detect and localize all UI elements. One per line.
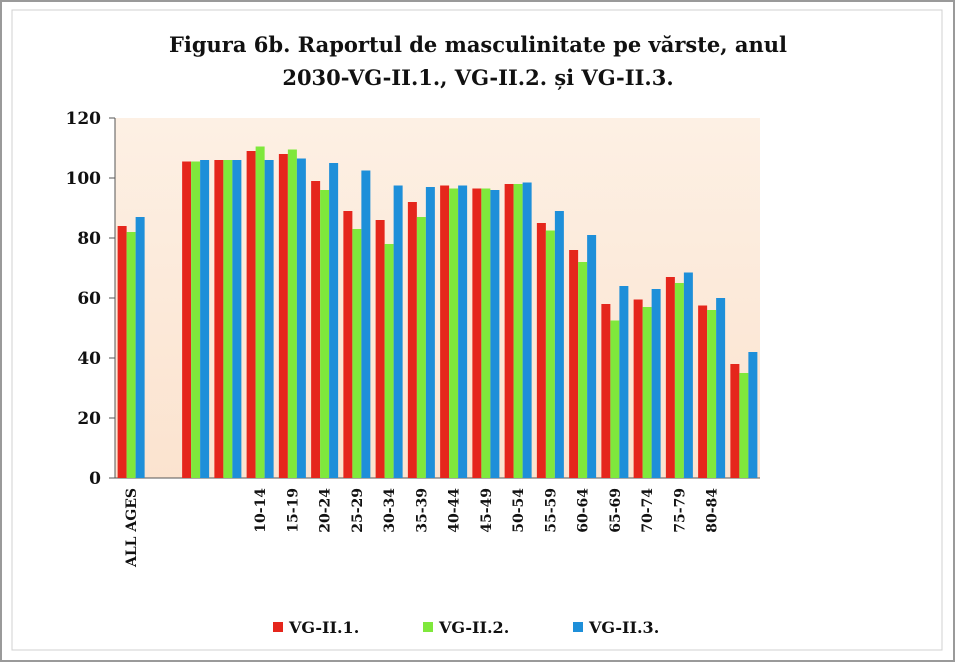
bar bbox=[619, 286, 629, 478]
bar bbox=[329, 163, 339, 478]
bar bbox=[264, 160, 274, 478]
legend-swatch bbox=[573, 622, 583, 632]
bar bbox=[601, 304, 611, 478]
bar bbox=[748, 352, 758, 478]
bar bbox=[416, 217, 426, 478]
bar bbox=[522, 182, 532, 478]
bar bbox=[425, 187, 435, 478]
y-tick-label: 120 bbox=[66, 109, 102, 129]
bar bbox=[296, 158, 306, 478]
bar bbox=[126, 232, 136, 478]
bar bbox=[674, 283, 684, 478]
bar bbox=[554, 211, 564, 478]
bar bbox=[278, 154, 288, 478]
x-tick-label: 30-34 bbox=[382, 488, 398, 533]
bar bbox=[569, 250, 579, 478]
bar bbox=[182, 161, 192, 478]
x-tick-label: 80-84 bbox=[705, 488, 721, 533]
x-tick-label: 40-44 bbox=[447, 488, 463, 533]
x-tick-label: 55-59 bbox=[543, 488, 559, 533]
bar bbox=[449, 188, 459, 478]
y-tick-label: 20 bbox=[77, 409, 101, 429]
bar bbox=[361, 170, 371, 478]
x-tick-label: 20-24 bbox=[318, 488, 334, 533]
bar bbox=[545, 230, 555, 478]
y-tick-label: 40 bbox=[77, 349, 101, 369]
bar bbox=[610, 320, 620, 478]
bar bbox=[587, 235, 597, 478]
x-tick-label: 35-39 bbox=[414, 488, 430, 533]
x-tick-label: 65-69 bbox=[608, 488, 624, 533]
y-tick-label: 100 bbox=[66, 169, 102, 189]
bar bbox=[578, 262, 588, 478]
bar bbox=[384, 244, 394, 478]
bar bbox=[633, 299, 643, 478]
bar bbox=[665, 277, 675, 478]
bar bbox=[200, 160, 210, 478]
chart-title: 2030-VG-II.1., VG-II.2. și VG-II.3. bbox=[282, 65, 673, 90]
bar bbox=[440, 185, 450, 478]
bar bbox=[490, 190, 500, 478]
bar bbox=[458, 185, 468, 478]
bar bbox=[255, 146, 265, 478]
bar bbox=[504, 184, 514, 478]
legend-label: VG-II.2. bbox=[438, 618, 509, 637]
x-tick-label: 10-14 bbox=[253, 488, 269, 533]
bar bbox=[716, 298, 726, 478]
bar bbox=[352, 229, 362, 478]
bar bbox=[513, 184, 523, 478]
bar bbox=[651, 289, 661, 478]
plot-area bbox=[115, 118, 760, 478]
x-tick-label: 25-29 bbox=[350, 488, 366, 533]
bar bbox=[191, 161, 201, 478]
bar bbox=[481, 188, 491, 478]
y-tick-label: 60 bbox=[77, 289, 101, 309]
bar bbox=[407, 202, 417, 478]
bar bbox=[536, 223, 546, 478]
bar bbox=[707, 310, 717, 478]
bar bbox=[642, 307, 652, 478]
bar bbox=[311, 181, 321, 478]
bar bbox=[730, 364, 740, 478]
x-tick-label: 15-19 bbox=[285, 488, 301, 533]
x-tick-label: 45-49 bbox=[479, 488, 495, 533]
bar bbox=[117, 226, 127, 478]
legend-label: VG-II.3. bbox=[588, 618, 659, 637]
y-tick-label: 80 bbox=[77, 229, 101, 249]
x-tick-label: 60-64 bbox=[576, 488, 592, 533]
y-tick-label: 0 bbox=[89, 469, 101, 489]
bar bbox=[232, 160, 242, 478]
bar bbox=[287, 149, 297, 478]
x-tick-label: 50-54 bbox=[511, 488, 527, 533]
bar bbox=[135, 217, 145, 478]
bar bbox=[320, 190, 330, 478]
bar bbox=[472, 188, 482, 478]
bar bbox=[698, 305, 708, 478]
bar bbox=[739, 373, 749, 478]
bar bbox=[223, 160, 233, 478]
x-tick-label: 75-79 bbox=[672, 488, 688, 533]
bar bbox=[214, 160, 224, 478]
chart-title: Figura 6b. Raportul de masculinitate pe … bbox=[169, 32, 787, 57]
bar bbox=[683, 272, 693, 478]
bar bbox=[393, 185, 403, 478]
x-tick-label: 70-74 bbox=[640, 488, 656, 533]
bar bbox=[375, 220, 385, 478]
legend-swatch bbox=[423, 622, 433, 632]
x-tick-label: ALL AGES bbox=[124, 488, 140, 568]
bar bbox=[343, 211, 353, 478]
legend-label: VG-II.1. bbox=[288, 618, 359, 637]
legend-swatch bbox=[273, 622, 283, 632]
bar bbox=[246, 151, 256, 478]
